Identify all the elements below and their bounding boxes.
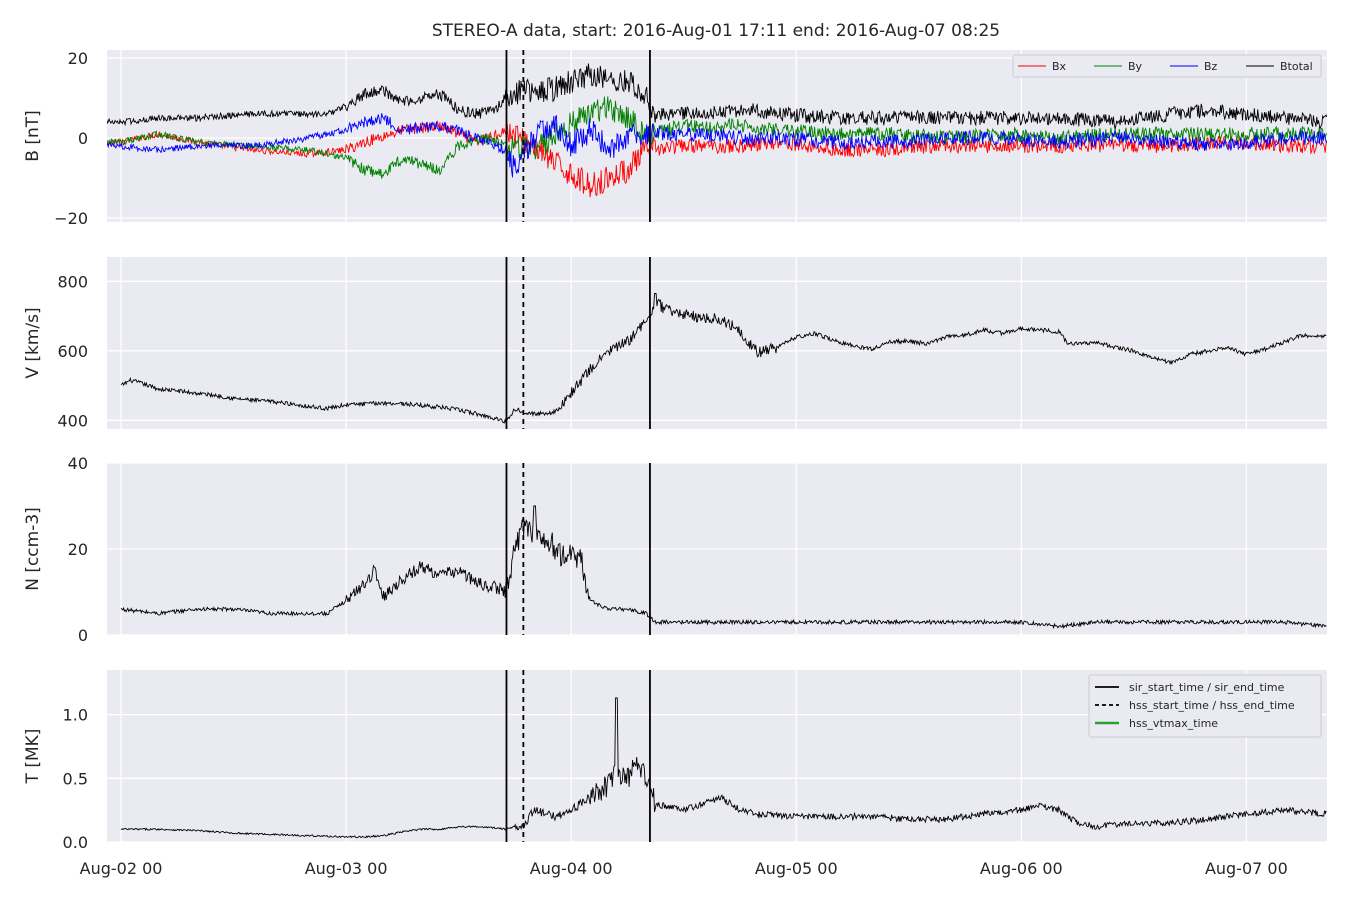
y-tick-label: 0 — [78, 129, 88, 148]
panel-B: −20 0 20 B [nT] Bx By Bz Btotal — [23, 49, 1327, 228]
y-axis-label: N [ccm-3] — [23, 507, 43, 591]
series-line-v — [120, 293, 1327, 424]
y-tick-label: 1.0 — [63, 706, 88, 725]
x-tick-label: Aug-02 00 — [80, 859, 163, 878]
legend-label: Btotal — [1280, 60, 1313, 73]
panel-V: 400 600 800 V [km/s] — [23, 257, 1327, 430]
legend-label: hss_start_time / hss_end_time — [1129, 699, 1295, 712]
y-tick-label: 600 — [57, 342, 88, 361]
y-axis-label: T [MK] — [23, 729, 43, 785]
series-line-bz — [107, 113, 1327, 178]
x-tick-label: Aug-05 00 — [755, 859, 838, 878]
legend-label: Bx — [1052, 60, 1067, 73]
panel-N: 0 20 40 N [ccm-3] — [23, 454, 1327, 645]
legend-label: Bz — [1204, 60, 1218, 73]
series-line-btotal — [107, 63, 1327, 130]
y-tick-label: 0.0 — [63, 833, 88, 852]
series-line-bx — [107, 119, 1327, 198]
series-line-t — [120, 697, 1327, 839]
y-tick-label: 20 — [68, 540, 88, 559]
legend-box — [1088, 674, 1322, 738]
y-tick-label: 400 — [57, 411, 88, 430]
panel-background — [107, 257, 1327, 429]
panel-T: 0.0 0.5 1.0 T [MK] sir_start_time / sir_end_… — [23, 670, 1327, 852]
y-tick-label: 40 — [68, 454, 88, 473]
y-tick-label: 0.5 — [63, 769, 88, 788]
legend-box — [1012, 54, 1322, 78]
x-tick-label: Aug-04 00 — [530, 859, 613, 878]
series-line-by — [107, 96, 1327, 179]
x-tick-label: Aug-07 00 — [1205, 859, 1288, 878]
y-tick-label: 800 — [57, 272, 88, 291]
legend-label: hss_vtmax_time — [1129, 717, 1218, 730]
legend-label: By — [1128, 60, 1143, 73]
y-tick-label: 0 — [78, 626, 88, 645]
y-axis-label: B [nT] — [23, 110, 43, 162]
x-tick-label: Aug-03 00 — [305, 859, 388, 878]
y-axis-label: V [km/s] — [23, 307, 43, 378]
x-tick-label: Aug-06 00 — [980, 859, 1063, 878]
series-line-n — [120, 505, 1327, 630]
legend-label: sir_start_time / sir_end_time — [1129, 681, 1285, 694]
y-tick-label: −20 — [54, 209, 88, 228]
y-tick-label: 20 — [68, 49, 88, 68]
chart-title: STEREO-A data, start: 2016-Aug-01 17:11 … — [432, 21, 1000, 41]
